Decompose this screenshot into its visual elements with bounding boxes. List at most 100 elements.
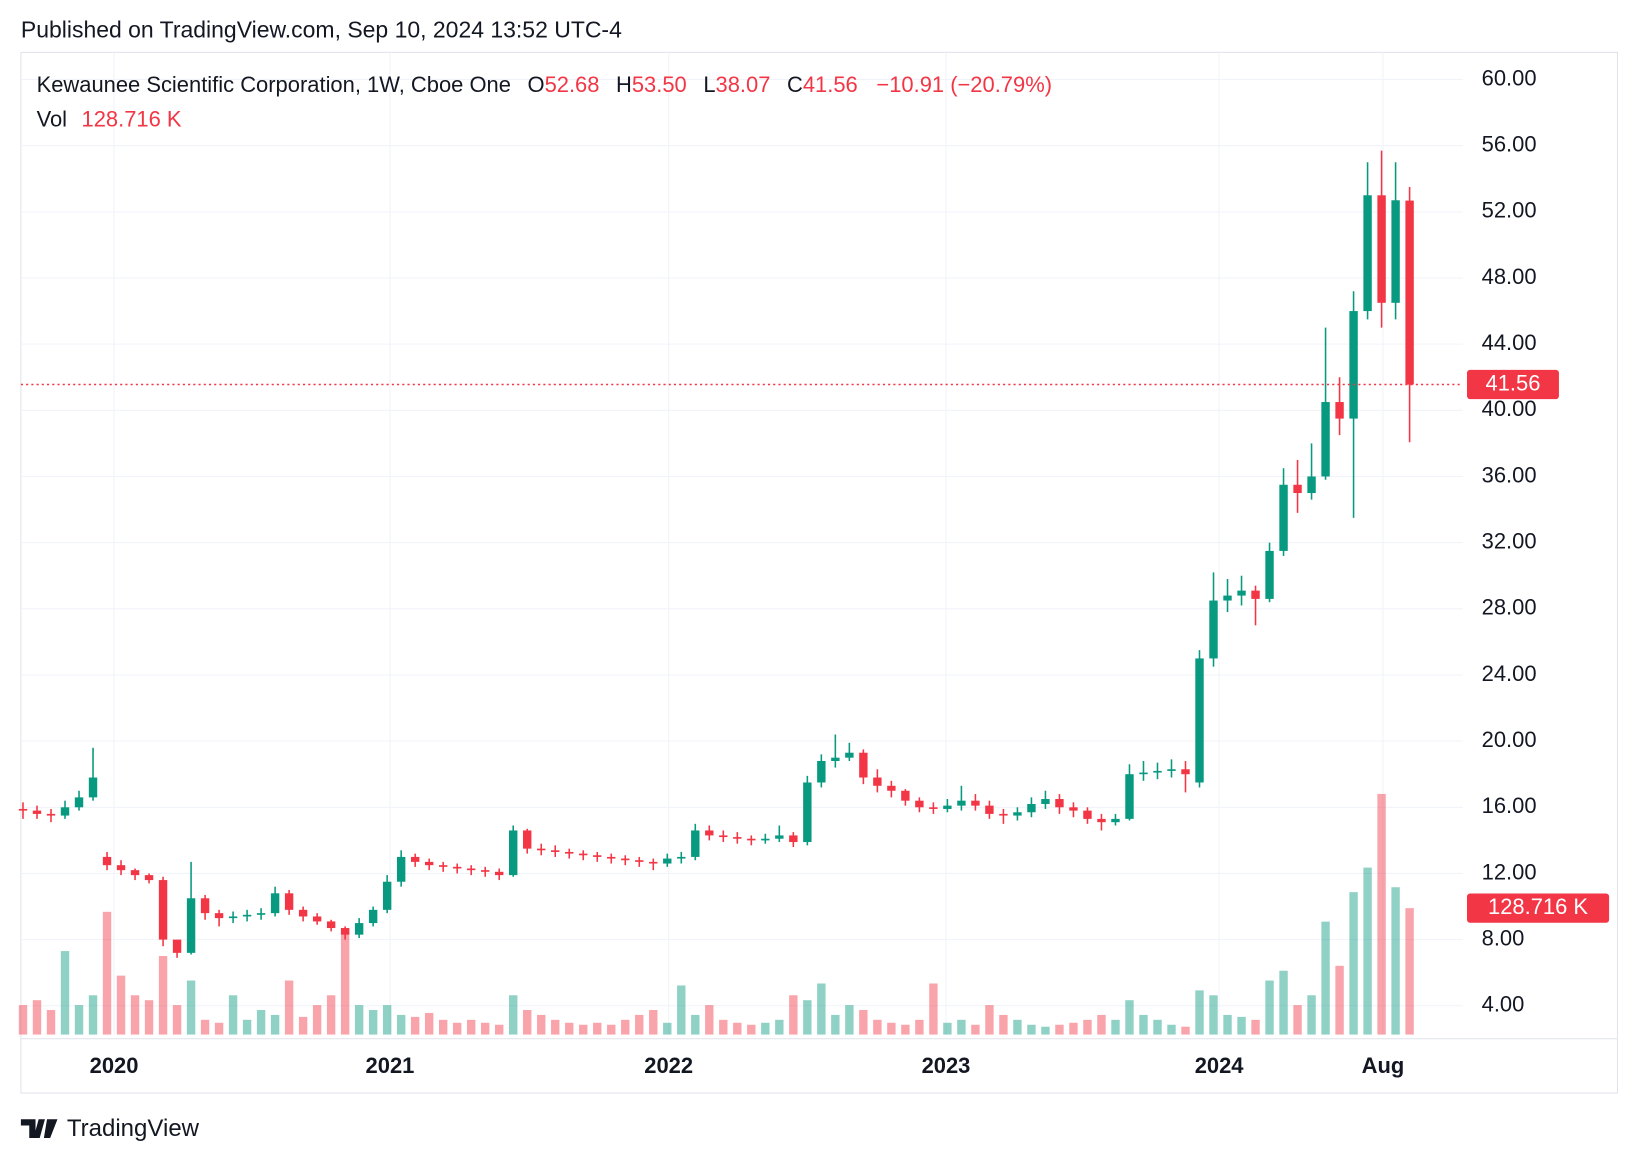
volume-bar (1069, 1022, 1078, 1035)
volume-bar (438, 1019, 448, 1035)
volume-bar (340, 931, 350, 1035)
o-key: O (527, 72, 544, 97)
candle-body (284, 893, 294, 910)
c-key: C (787, 72, 803, 97)
candle-body (102, 856, 112, 866)
candle-body (312, 916, 322, 922)
candle-body (1055, 799, 1064, 808)
volume-bar (551, 1019, 560, 1035)
volume-bar (466, 1019, 476, 1035)
y-tick-label: 60.00 (1482, 65, 1537, 90)
candle-body (747, 838, 756, 841)
volume-bar (200, 1019, 210, 1035)
candle-body (845, 752, 854, 758)
volume-bar (1265, 980, 1274, 1035)
candle-body (719, 835, 728, 838)
volume-bar (1405, 908, 1414, 1035)
volume-bar (382, 1005, 392, 1035)
candle-body (382, 881, 392, 910)
candle-body (1223, 595, 1232, 601)
volume-bar (943, 1022, 952, 1035)
volume-bar (1251, 1019, 1260, 1035)
volume-bar (705, 1005, 714, 1035)
volume-bar (186, 980, 196, 1035)
candle-body (1237, 590, 1246, 596)
volume-bar (579, 1024, 588, 1035)
candle-body (985, 805, 994, 814)
low-value: 38.07 (716, 72, 771, 97)
volume-bar (116, 975, 126, 1035)
candle-body (761, 838, 770, 841)
volume-bar (817, 983, 826, 1035)
candle-body (424, 861, 434, 866)
volume-bar (1195, 990, 1204, 1035)
volume-bar (1181, 1026, 1190, 1035)
volume-bar (607, 1024, 616, 1035)
candle-body (1279, 484, 1288, 551)
candle-body (691, 830, 700, 857)
volume-bar (1139, 1014, 1148, 1035)
y-tick-label: 12.00 (1482, 859, 1537, 884)
candle-body (523, 830, 532, 849)
volume-bar (18, 1005, 28, 1035)
candle-body (943, 805, 952, 809)
candle-body (1167, 769, 1176, 771)
candle-body (1405, 200, 1414, 385)
volume-bar (1153, 1019, 1162, 1035)
volume-bar (1167, 1024, 1176, 1035)
open-value: 52.68 (545, 72, 600, 97)
volume-bar (873, 1019, 882, 1035)
volume-bar (144, 1000, 154, 1035)
candle-body (270, 893, 280, 914)
volume-bar (1223, 1014, 1232, 1035)
candle-body (326, 921, 336, 929)
candle-body (649, 861, 658, 864)
volume-bar (172, 1005, 182, 1035)
volume-bar (831, 1014, 840, 1035)
volume-bar (228, 995, 238, 1035)
candle-body (1041, 799, 1050, 804)
volume-bar (1125, 1000, 1134, 1035)
candle-body (551, 850, 560, 852)
volume-bar (298, 1016, 308, 1035)
volume-bar (1083, 1019, 1092, 1035)
candle-body (186, 898, 196, 953)
y-tick-label: 44.00 (1482, 330, 1537, 355)
y-tick-label: 48.00 (1482, 264, 1537, 289)
candle-body (565, 851, 574, 854)
volume-bar (396, 1014, 406, 1035)
last-volume-label: 128.716 K (1488, 894, 1588, 919)
candle-body (438, 865, 448, 867)
volume-bar (761, 1022, 770, 1035)
symbol: Kewaunee Scientific Corporation, 1W, Cbo… (37, 72, 511, 97)
volume-bar (312, 1005, 322, 1035)
volume-bar (537, 1014, 546, 1035)
candle-body (733, 837, 742, 839)
volume-bar (523, 1010, 532, 1035)
candles (18, 150, 1414, 958)
candle-body (1321, 402, 1330, 477)
candle-body (999, 813, 1008, 816)
y-tick-label: 20.00 (1482, 727, 1537, 752)
volume-bar (663, 1022, 672, 1035)
candle-body (537, 848, 546, 851)
volume-bar (971, 1024, 980, 1035)
volume-bar (985, 1005, 994, 1035)
legend: Kewaunee Scientific Corporation, 1W, Cbo… (37, 72, 1052, 97)
last-price-label: 41.56 (1486, 370, 1541, 395)
volume-bar (1027, 1024, 1036, 1035)
overlay: 41.56 128.716 K (20, 369, 1610, 923)
candle-body (1083, 810, 1092, 819)
volume-bar (1307, 995, 1316, 1035)
candle-body (1307, 476, 1316, 494)
volume-legend: Vol 128.716 K (37, 106, 182, 131)
volume-bar (1055, 1024, 1064, 1035)
candle-body (817, 760, 826, 783)
candle-body (1377, 195, 1386, 303)
y-tick-label: 8.00 (1482, 925, 1525, 950)
volume-bar (1349, 892, 1358, 1035)
x-tick-label: 2024 (1195, 1053, 1245, 1078)
candle-body (298, 909, 308, 917)
volume-bar (901, 1024, 910, 1035)
y-tick-label: 56.00 (1482, 131, 1537, 156)
